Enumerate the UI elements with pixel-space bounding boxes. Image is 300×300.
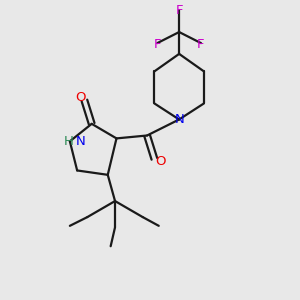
Text: F: F [197, 38, 205, 51]
Text: F: F [154, 38, 161, 51]
Text: O: O [75, 91, 85, 104]
Text: O: O [155, 155, 166, 168]
Text: H: H [64, 135, 73, 148]
Text: N: N [76, 135, 86, 148]
Text: F: F [176, 4, 183, 17]
Text: N: N [174, 113, 184, 126]
